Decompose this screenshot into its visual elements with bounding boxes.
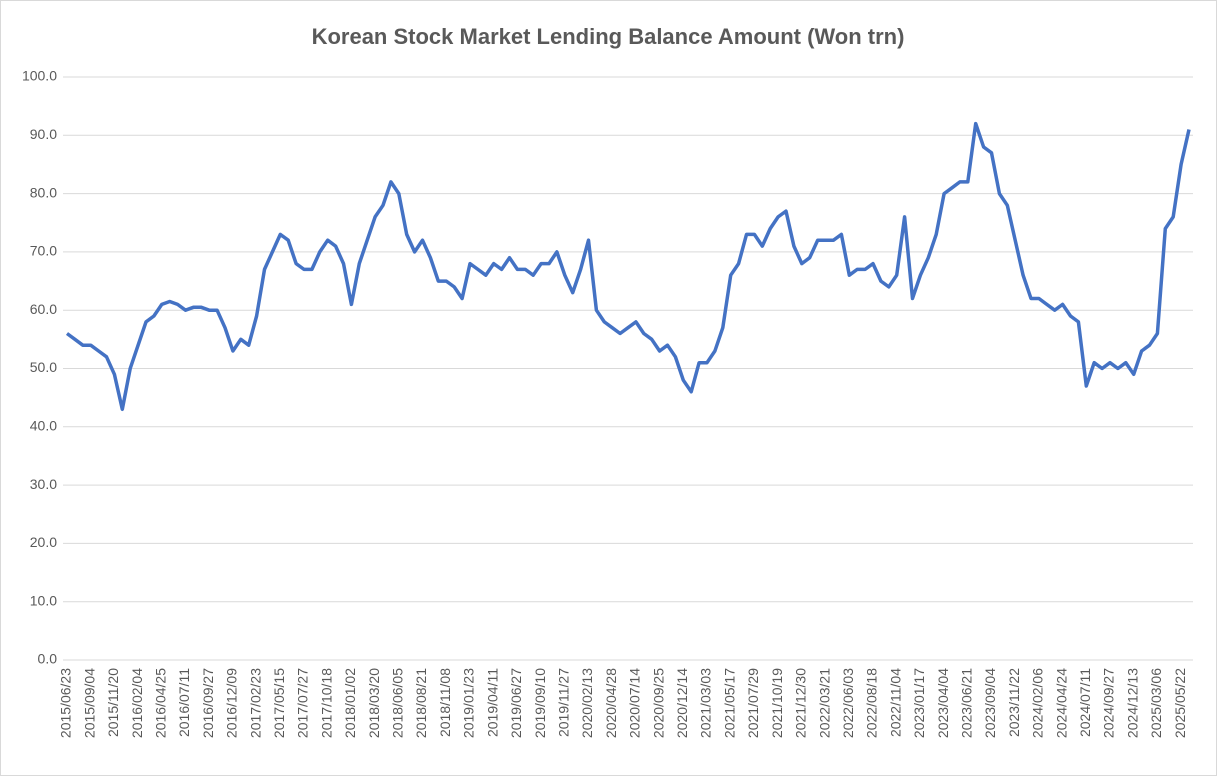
x-tick-label: 2018/08/21 xyxy=(413,668,429,738)
x-tick-label: 2022/06/03 xyxy=(840,668,856,738)
y-tick-label: 60.0 xyxy=(30,301,57,317)
x-tick-label: 2017/07/27 xyxy=(295,668,311,738)
x-tick-label: 2016/09/27 xyxy=(200,668,216,738)
chart-title: Korean Stock Market Lending Balance Amou… xyxy=(312,24,905,49)
data-line xyxy=(65,121,1191,412)
x-tick-label: 2019/09/10 xyxy=(532,668,548,738)
x-tick-label: 2020/07/14 xyxy=(627,668,643,738)
x-tick-label: 2024/09/27 xyxy=(1101,668,1117,738)
x-tick-label: 2020/09/25 xyxy=(650,668,666,738)
x-tick-label: 2015/11/20 xyxy=(105,668,121,737)
x-tick-label: 2023/11/22 xyxy=(1006,668,1022,737)
x-tick-label: 2024/12/13 xyxy=(1124,668,1140,738)
x-tick-label: 2025/03/06 xyxy=(1148,668,1164,738)
y-tick-label: 80.0 xyxy=(30,184,57,200)
x-tick-label: 2020/12/14 xyxy=(674,668,690,738)
y-tick-label: 40.0 xyxy=(30,418,57,434)
y-tick-label: 90.0 xyxy=(30,126,57,142)
x-tick-label: 2016/12/09 xyxy=(224,668,240,738)
y-tick-label: 0.0 xyxy=(38,651,58,667)
x-tick-label: 2016/07/11 xyxy=(176,668,192,737)
x-tick-label: 2016/04/25 xyxy=(152,668,168,738)
x-tick-label: 2023/06/21 xyxy=(958,668,974,738)
x-tick-label: 2017/05/15 xyxy=(271,668,287,738)
x-tick-label: 2019/04/11 xyxy=(484,668,500,737)
x-tick-label: 2015/09/04 xyxy=(81,668,97,738)
y-tick-label: 20.0 xyxy=(30,534,57,550)
x-tick-label: 2025/05/22 xyxy=(1172,668,1188,738)
x-tick-label: 2018/06/05 xyxy=(390,668,406,738)
x-tick-label: 2022/11/04 xyxy=(887,668,903,737)
x-tick-label: 2020/02/13 xyxy=(579,668,595,738)
x-tick-label: 2018/11/08 xyxy=(437,668,453,737)
x-tick-label: 2024/04/24 xyxy=(1053,668,1069,738)
x-tick-label: 2024/07/11 xyxy=(1077,668,1093,737)
y-tick-label: 30.0 xyxy=(30,476,57,492)
x-tick-label: 2023/01/17 xyxy=(911,668,927,738)
y-tick-label: 100.0 xyxy=(22,68,57,84)
x-tick-label: 2021/03/03 xyxy=(698,668,714,738)
y-tick-label: 70.0 xyxy=(30,243,57,259)
x-tick-label: 2016/02/04 xyxy=(129,668,145,738)
x-tick-label: 2019/01/23 xyxy=(461,668,477,738)
x-tick-label: 2024/02/06 xyxy=(1030,668,1046,738)
x-tick-label: 2017/02/23 xyxy=(247,668,263,738)
x-tick-label: 2018/03/20 xyxy=(366,668,382,738)
x-tick-label: 2018/01/02 xyxy=(342,668,358,738)
x-tick-label: 2019/06/27 xyxy=(508,668,524,738)
y-tick-label: 50.0 xyxy=(30,359,57,375)
x-tick-label: 2015/06/23 xyxy=(58,668,74,738)
x-tick-label: 2022/03/21 xyxy=(816,668,832,738)
x-tick-label: 2021/07/29 xyxy=(745,668,761,738)
x-tick-label: 2021/12/30 xyxy=(793,668,809,738)
x-tick-label: 2021/10/19 xyxy=(769,668,785,738)
x-tick-label: 2021/05/17 xyxy=(721,668,737,738)
x-tick-label: 2023/04/04 xyxy=(935,668,951,738)
x-tick-label: 2020/04/28 xyxy=(603,668,619,738)
y-tick-label: 10.0 xyxy=(30,592,57,608)
x-tick-label: 2019/11/27 xyxy=(555,668,571,737)
x-tick-label: 2023/09/04 xyxy=(982,668,998,738)
x-tick-label: 2022/08/18 xyxy=(864,668,880,738)
x-tick-label: 2017/10/18 xyxy=(318,668,334,738)
